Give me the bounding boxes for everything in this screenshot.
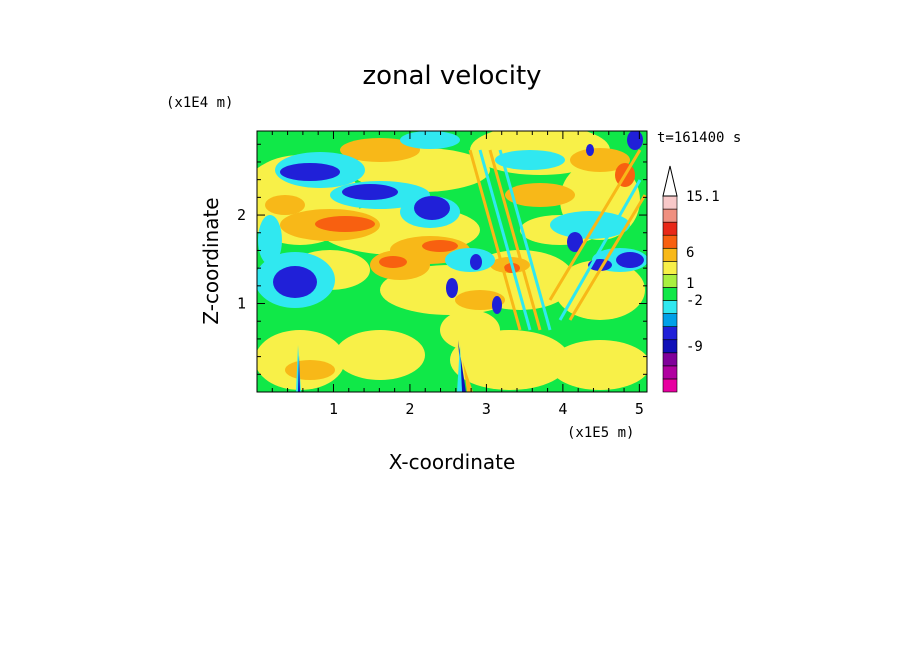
colorbar-swatch	[662, 234, 678, 249]
colorbar-swatch	[662, 274, 678, 288]
colorbar-swatch	[662, 195, 678, 210]
wave-streaks	[468, 149, 647, 331]
colorbar-label: -2	[686, 293, 703, 309]
y-axis-ticks: 12	[237, 143, 647, 375]
y-axis-label: Z-coordinate	[199, 197, 223, 324]
colorbar-swatch	[662, 300, 678, 314]
colorbar-swatch	[662, 352, 678, 367]
colorbar-swatch	[662, 326, 678, 341]
colorbar-swatch	[662, 287, 678, 301]
colorbar-label: 15.1	[686, 189, 720, 205]
terrain-spikes	[296, 340, 473, 392]
colorbar-swatch	[662, 313, 678, 327]
x-tick-label: 4	[558, 400, 567, 418]
colorbar-swatch	[662, 247, 678, 262]
chart-title: zonal velocity	[362, 61, 541, 91]
colorbar-extend-arrow	[662, 165, 678, 197]
time-label: t=161400 s	[657, 130, 741, 146]
colorbar-swatch	[662, 378, 678, 393]
x-tick-label: 5	[635, 400, 644, 418]
colorbar-label: 6	[686, 245, 694, 261]
x-tick-label: 2	[405, 400, 414, 418]
colorbar-swatch	[662, 221, 678, 236]
x-axis-label: X-coordinate	[389, 450, 516, 474]
x-tick-label: 3	[482, 400, 491, 418]
x-axis-ticks: 1 2 3 4 5	[271, 131, 644, 418]
colorbar-swatch	[662, 365, 678, 380]
colorbar-swatch	[662, 208, 678, 223]
colorbar-swatch	[662, 339, 678, 354]
colorbar: 15.1 6 1-2 -9	[662, 165, 720, 393]
y-tick-label: 2	[237, 206, 246, 224]
plot-area	[257, 131, 647, 392]
y-tick-label: 1	[237, 295, 246, 313]
y-unit-label: (x1E4 m)	[166, 95, 233, 111]
x-unit-label: (x1E5 m)	[567, 425, 634, 441]
negative-regions	[273, 131, 644, 314]
colorbar-swatch	[662, 261, 678, 275]
colorbar-label: -9	[686, 339, 703, 355]
x-tick-label: 1	[329, 400, 338, 418]
plot-frame	[256, 130, 648, 393]
colorbar-label: 1	[686, 276, 694, 292]
